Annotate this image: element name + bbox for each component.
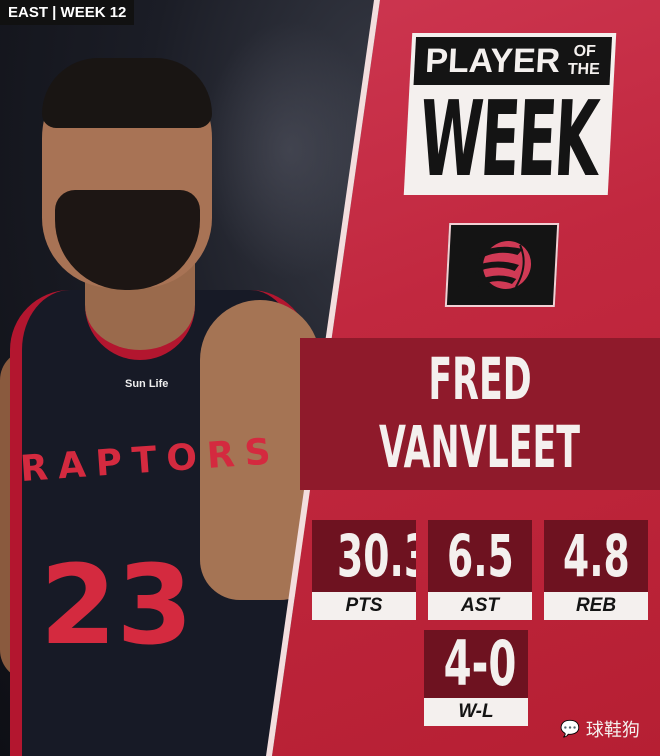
raptors-logo bbox=[444, 223, 560, 307]
stat-pts: 30.3 PTS bbox=[312, 520, 416, 620]
stat-reb: 4.8 REB bbox=[544, 520, 648, 620]
stat-label: W-L bbox=[424, 698, 528, 726]
stat-value: 6.5 bbox=[446, 522, 514, 590]
title-player: PLAYER bbox=[424, 42, 562, 80]
name-band bbox=[300, 338, 660, 490]
stat-value: 4.8 bbox=[562, 522, 630, 590]
stat-wl: 4-0 W-L bbox=[424, 630, 528, 726]
player-name: FRED VANVLEET bbox=[300, 345, 660, 481]
title-week-box: WEEK bbox=[408, 78, 609, 200]
stat-value: 4-0 bbox=[443, 630, 517, 698]
player-of-the-week-badge: PLAYER OF THE WEEK bbox=[403, 33, 617, 200]
jersey-sponsor: Sun Life bbox=[125, 378, 169, 390]
conference-week-tag: EAST | WEEK 12 bbox=[0, 0, 135, 25]
title-week: WEEK bbox=[417, 78, 601, 200]
last-name: VANVLEET bbox=[379, 413, 581, 481]
title-of-the: OF THE bbox=[567, 43, 601, 79]
stat-label: AST bbox=[428, 592, 532, 620]
jersey-number: 23 bbox=[40, 541, 194, 669]
stat-label: REB bbox=[544, 592, 648, 620]
stat-ast: 6.5 AST bbox=[428, 520, 532, 620]
watermark: 💬 球鞋狗 bbox=[560, 716, 640, 742]
first-name: FRED bbox=[428, 345, 532, 413]
stat-value: 30.3 bbox=[337, 522, 416, 590]
title-of: OF bbox=[573, 43, 597, 60]
raptors-basketball-claw-icon bbox=[472, 241, 532, 289]
stat-label: PTS bbox=[312, 592, 416, 620]
watermark-text: 球鞋狗 bbox=[585, 720, 640, 740]
wechat-icon: 💬 bbox=[560, 721, 580, 738]
title-the: THE bbox=[567, 61, 601, 78]
hair bbox=[42, 58, 212, 128]
